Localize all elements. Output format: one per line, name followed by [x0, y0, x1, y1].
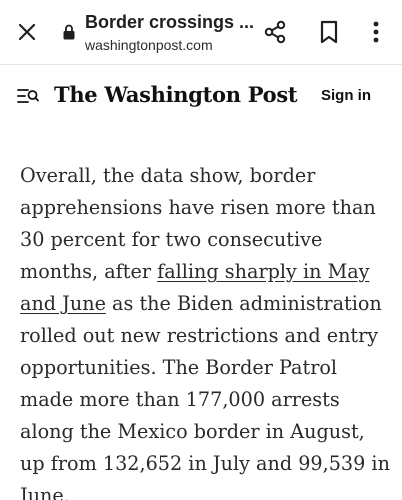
article-body: Overall, the data show, border apprehens…	[20, 160, 392, 500]
close-icon[interactable]	[14, 19, 40, 45]
paragraph-text-start: Overall, the data show, border apprehens…	[20, 164, 376, 283]
share-icon[interactable]	[262, 19, 288, 45]
article-paragraph: Overall, the data show, border apprehens…	[20, 160, 392, 500]
lock-icon	[62, 24, 76, 40]
sign-in-button[interactable]: Sign in	[321, 87, 371, 104]
site-header: The Washington Post Sign in	[0, 65, 402, 129]
site-logo[interactable]: The Washington Post	[54, 82, 298, 107]
sections-menu-icon[interactable]	[17, 87, 39, 105]
page-title: Border crossings ...	[85, 12, 255, 32]
page-domain: washingtonpost.com	[85, 37, 213, 53]
article-inline-link[interactable]: falling sharply in May and June	[20, 260, 370, 315]
more-vert-icon[interactable]	[366, 19, 386, 45]
bookmark-icon[interactable]	[316, 19, 342, 45]
browser-toolbar: Border crossings ... washingtonpost.com	[0, 0, 402, 64]
toolbar-divider	[0, 64, 402, 65]
paragraph-text-end: as the Biden administration rolled out n…	[20, 292, 390, 500]
